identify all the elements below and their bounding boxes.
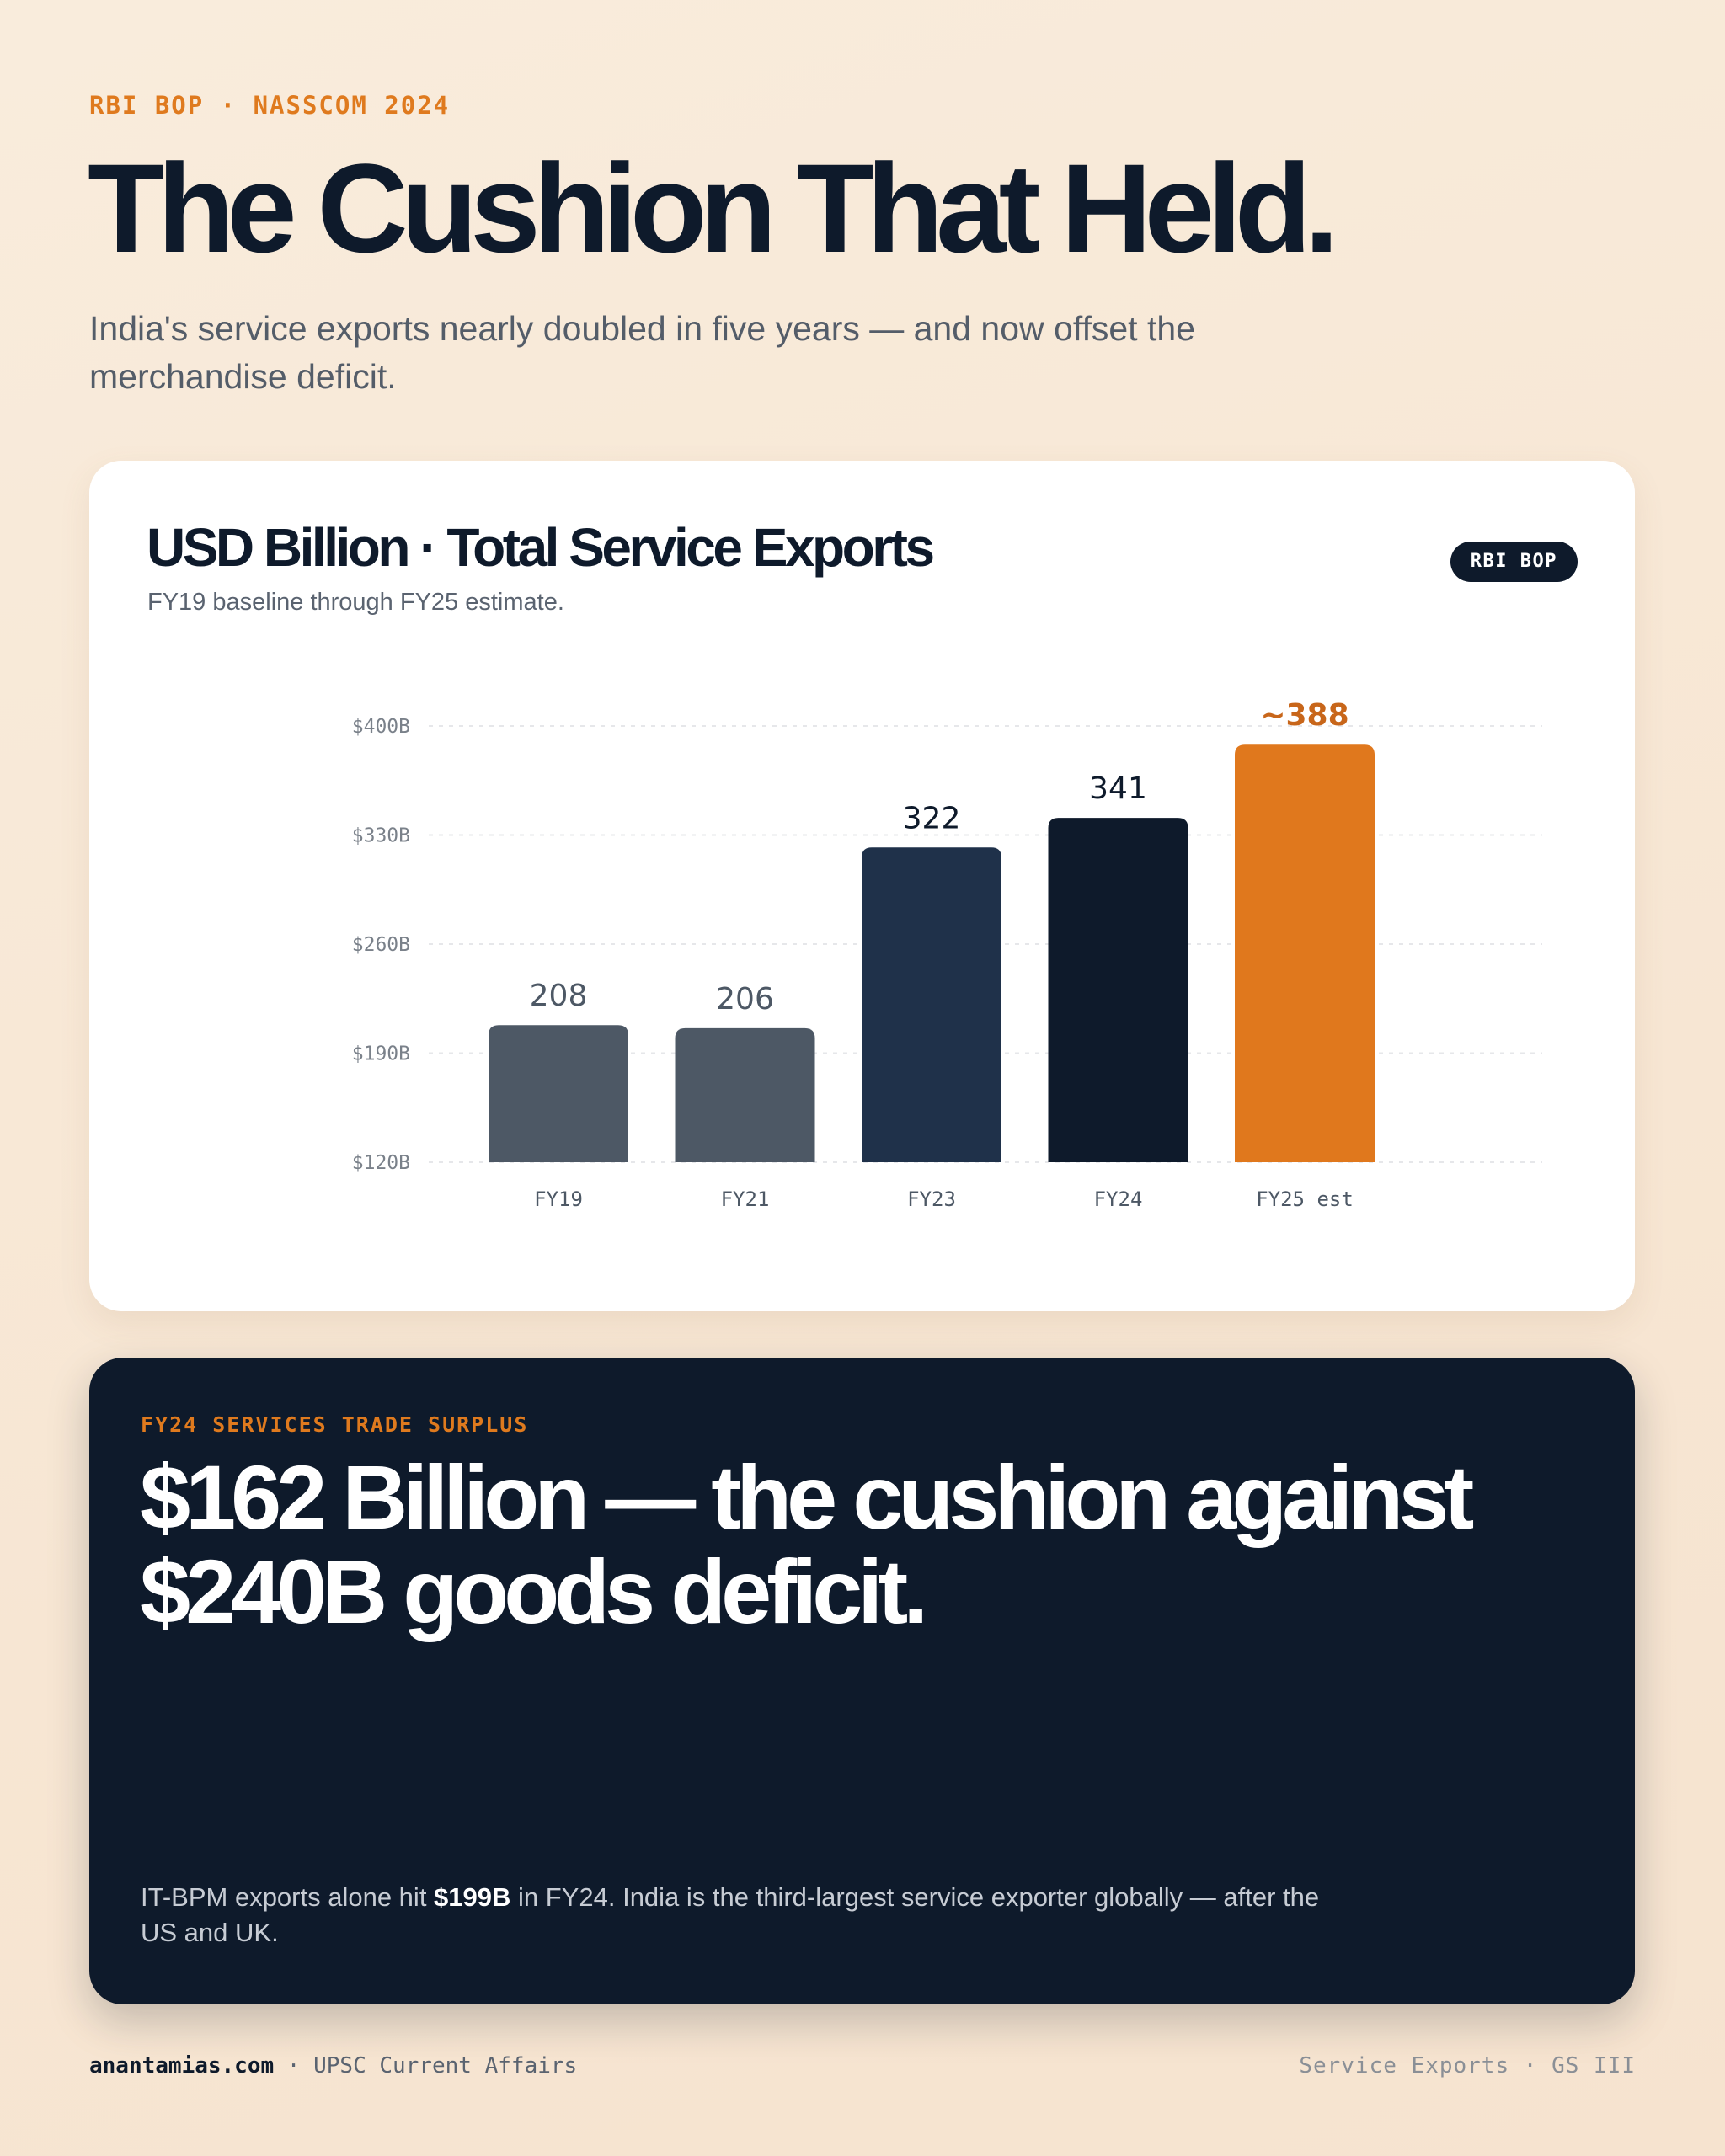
bar-value-label: 322 <box>903 801 961 835</box>
chart-title: USD Billion · Total Service Exports <box>147 517 935 578</box>
bar <box>862 847 1001 1162</box>
x-tick-label: FY24 <box>1094 1187 1143 1211</box>
footer-section: · UPSC Current Affairs <box>274 2053 578 2079</box>
y-tick-label: $330B <box>352 825 410 847</box>
y-tick-label: $260B <box>352 934 410 956</box>
surplus-headline: $162 Billion — the cushion against $240B… <box>140 1446 1474 1642</box>
surplus-card: FY24 SERVICES TRADE SURPLUS $162 Billion… <box>89 1358 1635 2004</box>
surplus-body: IT-BPM exports alone hit $199B in FY24. … <box>141 1880 1354 1951</box>
x-tick-label: FY19 <box>534 1187 583 1211</box>
bar-chart: $120B $190B $260B $330B $400B 208 FY19 206 FY21 3… <box>352 698 1542 1211</box>
page-title: The Cushion That Held. <box>88 137 1339 279</box>
eyebrow-source: RBI BOP · NASSCOM 2024 <box>89 91 451 120</box>
surplus-eyebrow: FY24 SERVICES TRADE SURPLUS <box>141 1412 529 1437</box>
chart-card: USD Billion · Total Service Exports FY19… <box>89 461 1635 1311</box>
surplus-body-figure: $199B <box>434 1882 511 1912</box>
bar <box>1235 744 1375 1162</box>
y-tick-label: $190B <box>352 1043 410 1065</box>
bar <box>675 1027 815 1162</box>
bar-value-label: 341 <box>1089 771 1147 806</box>
footer-credit: anantamias.com · UPSC Current Affairs <box>89 2053 577 2079</box>
x-tick-label: FY21 <box>721 1187 770 1211</box>
bar-value-label: 208 <box>530 979 588 1013</box>
chart-subtitle: FY19 baseline through FY25 estimate. <box>147 589 564 616</box>
surplus-body-suffix: in FY24. India is the third-largest serv… <box>141 1882 1320 1947</box>
y-tick-label: $400B <box>352 716 410 738</box>
bar-value-label: 206 <box>716 982 774 1017</box>
bar <box>489 1025 628 1162</box>
footer-topic: Service Exports · GS III <box>1299 2053 1636 2079</box>
x-tick-label: FY25 est <box>1256 1187 1354 1211</box>
page-subtitle: India's service exports nearly doubled i… <box>89 309 1195 396</box>
footer-site-link[interactable]: anantamias.com <box>89 2053 275 2079</box>
bar <box>1048 818 1188 1162</box>
x-tick-label: FY23 <box>907 1187 956 1211</box>
y-tick-label: $120B <box>352 1152 410 1174</box>
bar-value-label: ~388 <box>1260 698 1348 733</box>
surplus-body-prefix: IT-BPM exports alone hit <box>141 1882 435 1912</box>
source-badge: RBI BOP <box>1450 542 1578 582</box>
